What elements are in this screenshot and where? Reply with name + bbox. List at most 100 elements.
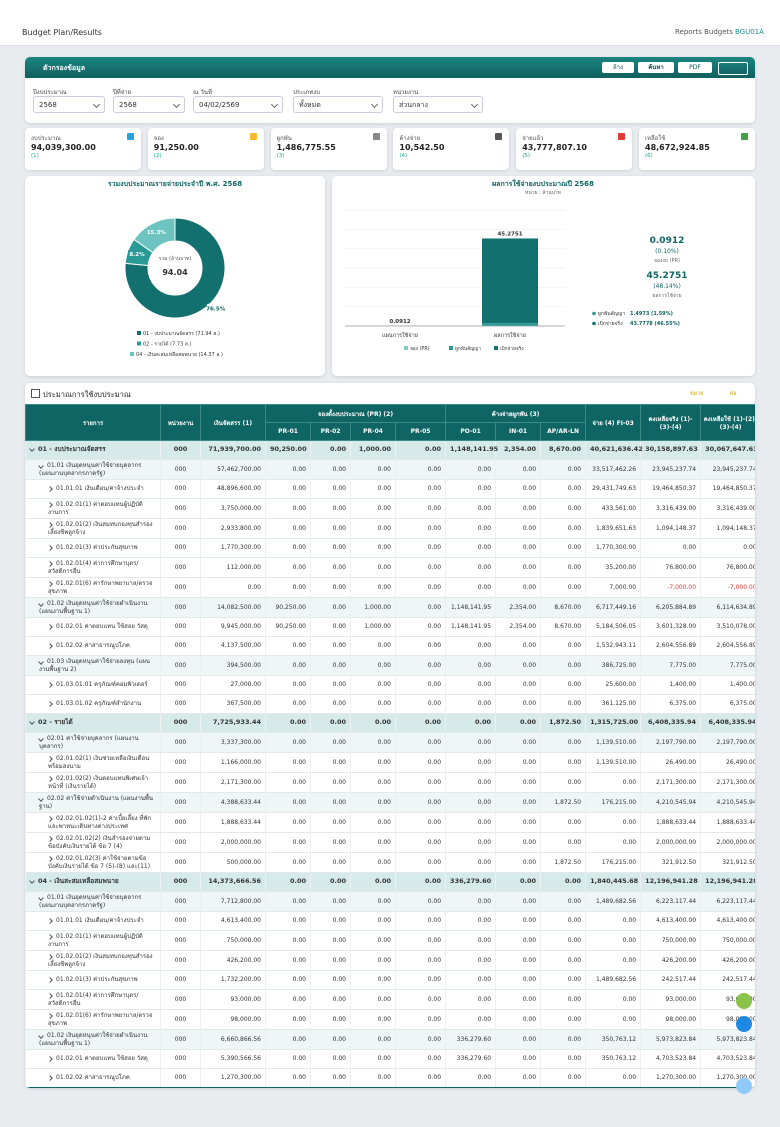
amount-cell: 0.00 <box>265 732 311 753</box>
expand-toggle <box>38 462 44 469</box>
budget-table: รายการ หน่วยงาน เงินจัดสรร (1) จองตั้งงบประ… <box>25 404 755 1088</box>
field-input[interactable]: 2568 <box>113 96 185 113</box>
expand-button[interactable]: ขยาย <box>690 391 704 397</box>
amount-cell: 2,197,790.00 <box>640 732 701 753</box>
amount-cell: 0.00 <box>394 694 446 714</box>
amount-cell: 2,171,300.00 <box>200 772 266 793</box>
amount-cell: 0.00 <box>265 538 311 558</box>
row-label: 01.02.01(2) เงินสมทบกองทุนสำรองเลี้ยงชีพ… <box>25 950 161 971</box>
amount-cell: 2,000,000.00 <box>700 832 755 853</box>
card-icon <box>618 133 626 140</box>
row-label-text: 01.03.01.02 ครุภัณฑ์สำนักงาน <box>56 700 142 708</box>
amount-cell: 0.00 <box>540 1068 586 1088</box>
slice-label-bg <box>147 227 166 237</box>
amount-cell: 71,939,700.00 <box>200 440 266 460</box>
amount-cell: 0.00 <box>394 597 446 618</box>
menu-fab[interactable] <box>736 993 752 1009</box>
expand-toggle <box>47 560 53 567</box>
amount-cell: 6,223,117.44 <box>640 891 701 912</box>
amount-cell: 5,390,566.56 <box>200 1049 266 1069</box>
amount-cell: 0.00 <box>495 538 541 558</box>
table-row: 01.02.01(3) ค่าประกันสุขภาพ 000 1,770,300.… <box>25 538 755 558</box>
amount-cell: 1,000.00 <box>350 440 396 460</box>
amount-cell: 176,215.00 <box>585 852 641 873</box>
search-button[interactable]: ค้นหา <box>638 62 674 73</box>
unit-cell: 000 <box>160 930 201 951</box>
amount-cell: 0.00 <box>310 694 351 714</box>
field-label: ณ วันที่ <box>193 89 212 96</box>
amount-cell: 0.00 <box>350 518 396 539</box>
legend-label: ผูกพันสัญญา <box>455 346 481 352</box>
expand-toggle <box>38 795 44 802</box>
amount-cell: 0.00 <box>445 636 496 656</box>
amount-cell: 0.00 <box>495 891 541 912</box>
amount-cell: 386,725.00 <box>585 655 641 676</box>
row-label: 01.02.01(6) ค่ารักษาพยาบาล/ตรวจสุขภาพ <box>25 577 161 598</box>
amount-cell: 4,703,523.84 <box>640 1049 701 1069</box>
amount-cell: 0.00 <box>445 498 496 519</box>
amount-cell: 0.00 <box>265 675 311 695</box>
amount-cell: 26,490.00 <box>700 752 755 773</box>
amount-cell: 0.00 <box>310 1009 351 1030</box>
field-input[interactable]: ส่วนกลาง <box>393 96 483 113</box>
amount-cell: 1,489,682.56 <box>585 970 641 990</box>
amount-cell: 0.00 <box>310 752 351 773</box>
amount-cell: 90,250.00 <box>265 617 311 637</box>
column-subheader: PO-01 <box>445 422 497 441</box>
expand-toggle <box>47 992 53 999</box>
amount-cell: 350,763.12 <box>585 1029 641 1050</box>
amount-cell: 0.00 <box>265 989 311 1010</box>
amount-cell: 0.00 <box>640 538 701 558</box>
amount-cell: 5,184,506.05 <box>585 617 641 637</box>
unit-cell: 000 <box>160 832 201 853</box>
amount-cell: 1,315,725.00 <box>585 713 641 733</box>
amount-cell: 0.00 <box>445 891 496 912</box>
row-label-text: 01.02.01(6) ค่ารักษาพยาบาล/ตรวจสุขภาพ <box>48 1012 153 1027</box>
clear-button[interactable]: ล้าง <box>602 62 634 73</box>
amount-cell: 1,094,148.37 <box>700 518 755 539</box>
field-input[interactable]: 04/02/2569 <box>193 96 283 113</box>
amount-cell: 7,775.00 <box>640 655 701 676</box>
field-label: ปีที่จ่าย <box>113 89 132 96</box>
amount-cell: 0.00 <box>445 713 496 733</box>
scroll-top-fab[interactable] <box>736 1078 752 1094</box>
summary-card: จ่ายแล้ว 43,777,807.10 (5) <box>516 128 633 170</box>
unit-cell: 000 <box>160 713 201 733</box>
breadcrumb[interactable]: Reports Budgets <box>675 28 733 36</box>
field-input[interactable]: ทั้งหมด <box>293 96 383 113</box>
row-label: 01.02.01 ค่าตอบแทน ใช้สอย วัสดุ <box>25 1049 161 1069</box>
amount-cell: 0.00 <box>310 498 351 519</box>
unit-cell: 000 <box>160 675 201 695</box>
amount-cell: 0.00 <box>585 989 641 1010</box>
pdf-button[interactable]: PDF <box>678 62 712 73</box>
field-input[interactable]: 2568 <box>33 96 105 113</box>
unit-cell: 000 <box>160 752 201 773</box>
row-label: 01.01 เงินอุดหนุนค่าใช้จ่ายบุคลากร (แผนง… <box>25 459 161 480</box>
summary-label: ผลการใช้จ่าย <box>652 292 681 299</box>
amount-cell: 0.00 <box>310 872 351 892</box>
table-row: 01.02.01(1) ค่าตอบแทนผู้ปฏิบัติงานการ 000… <box>25 930 755 951</box>
amount-cell: 6,660,866.56 <box>200 1029 266 1050</box>
amount-cell: 0.00 <box>585 812 641 833</box>
amount-cell: 0.00 <box>445 812 496 833</box>
amount-cell: 0.00 <box>394 479 446 499</box>
amount-cell: 3,316,439.00 <box>700 498 755 519</box>
amount-cell: 0.00 <box>310 713 351 733</box>
amount-cell: 0.00 <box>495 792 541 813</box>
row-label-text: 01.02.01(2) เงินสมทบกองทุนสำรองเลี้ยงชีพ… <box>48 953 153 968</box>
amount-cell: 1,489,682.56 <box>585 891 641 912</box>
expand-toggle <box>47 917 53 924</box>
amount-cell: 23,945,237.74 <box>700 459 755 480</box>
amount-cell: 3,316,439.00 <box>640 498 701 519</box>
amount-cell: 0.00 <box>350 459 396 480</box>
amount-cell: 0.00 <box>265 970 311 990</box>
amount-cell: 76,800.00 <box>700 557 755 578</box>
settings-fab[interactable] <box>736 1016 752 1032</box>
amount-cell: 0.00 <box>350 852 396 873</box>
expand-toggle <box>47 1055 53 1062</box>
amount-cell: 6,223,117.44 <box>700 891 755 912</box>
collapse-button[interactable] <box>718 62 748 75</box>
amount-cell: 8,670.00 <box>540 597 586 618</box>
amount-cell: 0.00 <box>495 518 541 539</box>
collapse-all-button[interactable]: ย่อ <box>730 391 737 397</box>
